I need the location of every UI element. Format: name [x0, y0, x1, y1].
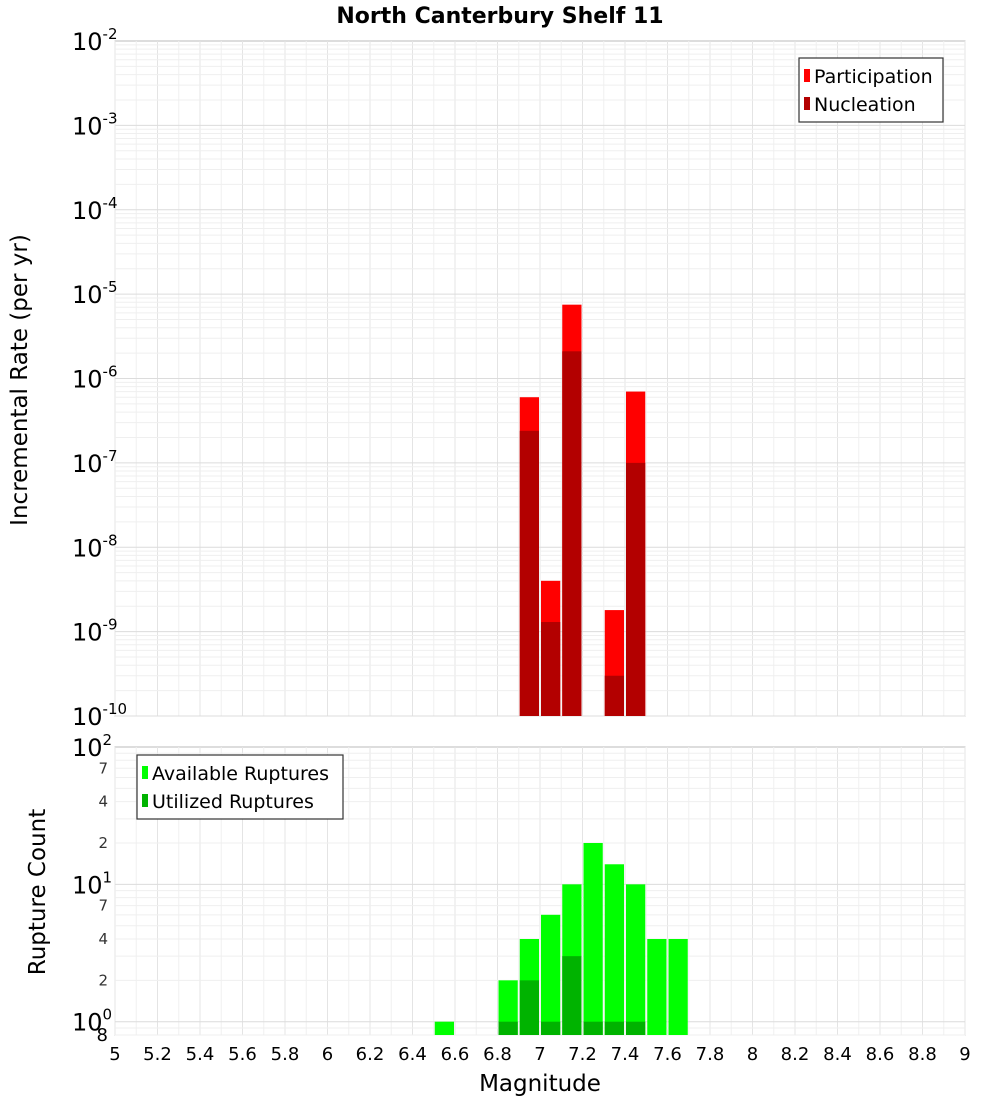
x-tick-label: 8.6 [866, 1044, 895, 1065]
rate-bar-nucleation [519, 430, 539, 716]
x-tick-label: 6.6 [441, 1044, 470, 1065]
x-tick-label: 7.4 [611, 1044, 640, 1065]
legend-box [798, 57, 944, 123]
x-tick-label: 5.2 [143, 1044, 172, 1065]
count-y-major-tick-label: 102 [72, 731, 112, 762]
rate-y-tick-label: 10-6 [72, 363, 118, 394]
rate-y-axis-label: Incremental Rate (per yr) [7, 234, 33, 526]
legend-swatch [142, 794, 148, 807]
x-tick-label: 8 [747, 1044, 758, 1065]
legend-swatch [142, 766, 148, 779]
count-y-minor-tick-label: 8 [97, 1025, 108, 1046]
count-y-minor-tick-label: 2 [98, 971, 108, 989]
x-tick-label: 7.8 [696, 1044, 725, 1065]
count-y-minor-tick-label: 7 [98, 897, 108, 915]
rate-y-ticks: 10-2 10-3 10-4 10-5 10-6 10-7 10-8 10-9 10-10 [72, 25, 127, 731]
rate-y-tick-label: 10-10 [72, 700, 127, 731]
count-bar-available-ruptures [604, 864, 624, 1035]
x-tick-label: 6.2 [356, 1044, 385, 1065]
legend-swatch [804, 97, 810, 110]
rate-y-tick-label: 10-5 [72, 278, 118, 309]
rate-bars [519, 304, 646, 716]
x-tick-label: 5.6 [228, 1044, 257, 1065]
rate-y-tick-label: 10-9 [72, 616, 118, 647]
rate-y-tick-label: 10-2 [72, 25, 118, 56]
count-bar-utilized-ruptures [541, 1021, 561, 1035]
count-y-major-tick-label: 100 [72, 1006, 112, 1037]
count-bar-available-ruptures [626, 884, 646, 1035]
x-tick-label: 8.2 [781, 1044, 810, 1065]
count-y-minor-tick-label: 4 [98, 793, 108, 811]
legend-entry-label: Nucleation [814, 94, 916, 116]
rate-bar-nucleation [541, 622, 561, 716]
count-bar-available-ruptures [647, 939, 667, 1035]
x-tick-label: 7.6 [653, 1044, 682, 1065]
x-tick-label: 7 [534, 1044, 545, 1065]
rate-y-tick-label: 10-3 [72, 109, 118, 140]
x-tick-label: 9 [959, 1044, 970, 1065]
x-axis-label: Magnitude [479, 1071, 601, 1097]
rate-bar-nucleation [626, 462, 646, 716]
count-y-ticks: 102 101 100 7 4 2 7 4 2 8 [72, 731, 112, 1046]
count-y-major-tick-label: 101 [72, 868, 112, 899]
rate-bar-nucleation [562, 351, 582, 716]
count-bar-utilized-ruptures [604, 1021, 624, 1035]
count-bar-utilized-ruptures [583, 1021, 603, 1035]
count-bar-utilized-ruptures [626, 1021, 646, 1035]
count-bars [434, 843, 688, 1035]
x-tick-label: 7.2 [568, 1044, 597, 1065]
count-bar-utilized-ruptures [562, 956, 582, 1035]
count-y-minor-tick-label: 2 [98, 834, 108, 852]
count-grid [114, 747, 966, 1036]
count-bar-available-ruptures [541, 914, 561, 1035]
x-tick-label: 5 [109, 1044, 120, 1065]
count-y-minor-tick-label: 7 [98, 759, 108, 777]
count-bar-available-ruptures [668, 939, 688, 1035]
count-legend: Available Ruptures Utilized Ruptures [136, 754, 344, 820]
legend-box [136, 754, 344, 820]
rate-grid [114, 41, 966, 717]
count-panel: 102 101 100 7 4 2 7 4 2 8 Rupture Count Available… [25, 731, 966, 1046]
count-bar-utilized-ruptures [519, 980, 539, 1035]
rate-bar-nucleation [604, 675, 624, 716]
x-tick-label: 6.8 [483, 1044, 512, 1065]
count-bar-available-ruptures [583, 843, 603, 1035]
x-tick-label: 5.8 [271, 1044, 300, 1065]
rate-y-tick-label: 10-4 [72, 194, 118, 225]
x-tick-label: 6 [322, 1044, 333, 1065]
rate-panel: 10-2 10-3 10-4 10-5 10-6 10-7 10-8 10-9 10-10 In… [7, 25, 966, 731]
count-bar-utilized-ruptures [498, 1021, 518, 1035]
rate-legend: Participation Nucleation [798, 57, 944, 123]
legend-entry-label: Utilized Ruptures [152, 791, 314, 813]
x-axis-ticks: 5 5.2 5.4 5.6 5.8 6 6.2 6.4 6.6 6.8 7 7.2 7.4 7.6 7.8 8… [109, 1044, 970, 1065]
x-tick-label: 5.4 [186, 1044, 215, 1065]
count-bar-available-ruptures [434, 1021, 454, 1035]
x-tick-label: 8.4 [823, 1044, 852, 1065]
count-bar-available-ruptures [498, 980, 518, 1035]
x-tick-label: 6.4 [398, 1044, 427, 1065]
chart-title: North Canterbury Shelf 11 [336, 4, 663, 29]
legend-swatch [804, 69, 810, 82]
count-y-minor-tick-label: 4 [98, 930, 108, 948]
rate-y-tick-label: 10-7 [72, 447, 118, 478]
legend-entry-label: Available Ruptures [152, 763, 329, 785]
legend-entry-label: Participation [814, 66, 933, 88]
x-tick-label: 8.8 [908, 1044, 937, 1065]
rate-y-tick-label: 10-8 [72, 531, 118, 562]
count-y-axis-label: Rupture Count [25, 809, 51, 975]
